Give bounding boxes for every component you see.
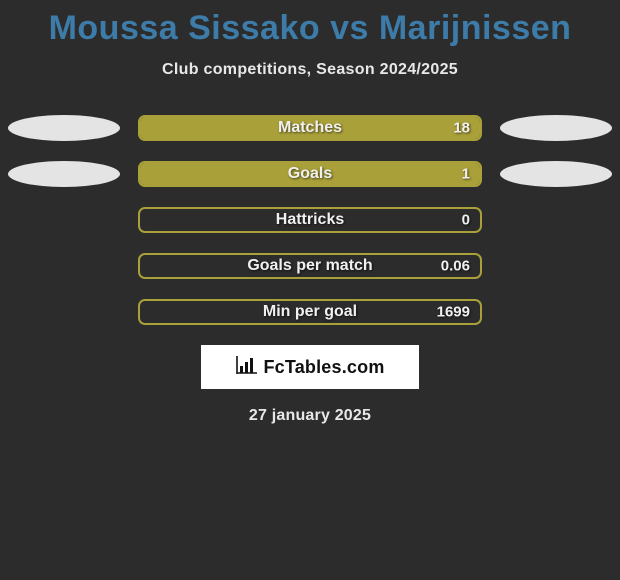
stat-bar: Matches 18 [138,115,482,141]
oval-spacer [500,253,612,279]
stat-bar: Min per goal 1699 [138,299,482,325]
stat-row: Min per goal 1699 [0,299,620,325]
player-right-oval [500,161,612,187]
stat-value: 18 [453,120,470,137]
stat-row: Matches 18 [0,115,620,141]
stat-bar: Goals per match 0.06 [138,253,482,279]
stat-row: Goals per match 0.06 [0,253,620,279]
stat-bar: Goals 1 [138,161,482,187]
player-left-oval [8,115,120,141]
barchart-icon [235,356,257,379]
stat-value: 0 [462,212,470,229]
stat-label: Matches [278,119,342,137]
stat-label: Min per goal [263,303,357,321]
oval-spacer [8,299,120,325]
stat-value: 0.06 [441,258,470,275]
oval-spacer [8,253,120,279]
page-title: Moussa Sissako vs Marijnissen [0,10,620,47]
page-subtitle: Club competitions, Season 2024/2025 [0,61,620,79]
oval-spacer [8,207,120,233]
oval-spacer [500,299,612,325]
stat-label: Goals per match [247,257,372,275]
stat-bar: Hattricks 0 [138,207,482,233]
player-left-oval [8,161,120,187]
stat-value: 1 [462,166,470,183]
stat-row: Hattricks 0 [0,207,620,233]
oval-spacer [500,207,612,233]
date-label: 27 january 2025 [0,407,620,425]
stat-value: 1699 [437,304,470,321]
logo-label: FcTables.com [263,357,384,378]
logo-box: FcTables.com [201,345,419,389]
player-right-oval [500,115,612,141]
stat-row: Goals 1 [0,161,620,187]
stat-label: Goals [288,165,332,183]
logo-text: FcTables.com [235,356,384,379]
stats-list: Matches 18 Goals 1 Hattricks 0 Goals per match… [0,115,620,325]
stat-label: Hattricks [276,211,344,229]
infographic-container: Moussa Sissako vs Marijnissen Club compe… [0,0,620,435]
